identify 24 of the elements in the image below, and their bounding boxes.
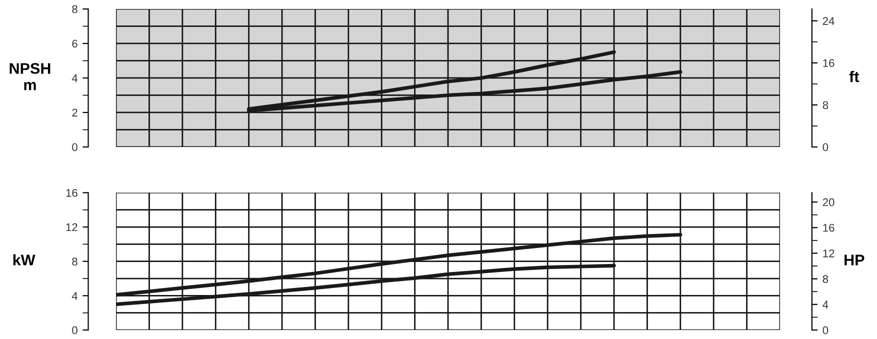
y-tick-label: 8 [72,258,78,266]
y2-tick-label: 16 [823,224,834,232]
y-tick-label: 0 [72,143,78,152]
y-axis-title: kW [13,254,36,266]
y2-tick-label: 4 [822,300,828,308]
y2-axis-title: ft [849,70,860,82]
y-tick-label: 4 [72,74,78,82]
y2-tick-label: 0 [822,143,828,152]
y2-tick-label: 20 [822,198,834,206]
y-tick-label: 2 [72,108,78,117]
y2-tick-label: 8 [822,275,828,283]
y2-tick-label: 16 [823,59,834,68]
y-axis-title: NPSH m [10,63,50,90]
y-tick-label: 8 [72,5,78,14]
y2-tick-label: 12 [823,249,834,258]
y2-tick-label: 24 [822,17,834,25]
y2-tick-label: 8 [822,101,828,110]
y-tick-label: 4 [72,292,78,300]
y2-axis-title: HP [844,254,864,266]
y-tick-label: 6 [72,40,78,48]
y-tick-label: 12 [66,223,78,232]
y-tick-label: 16 [66,188,78,197]
y-tick-label: 0 [72,326,78,334]
y2-tick-label: 0 [822,326,828,334]
